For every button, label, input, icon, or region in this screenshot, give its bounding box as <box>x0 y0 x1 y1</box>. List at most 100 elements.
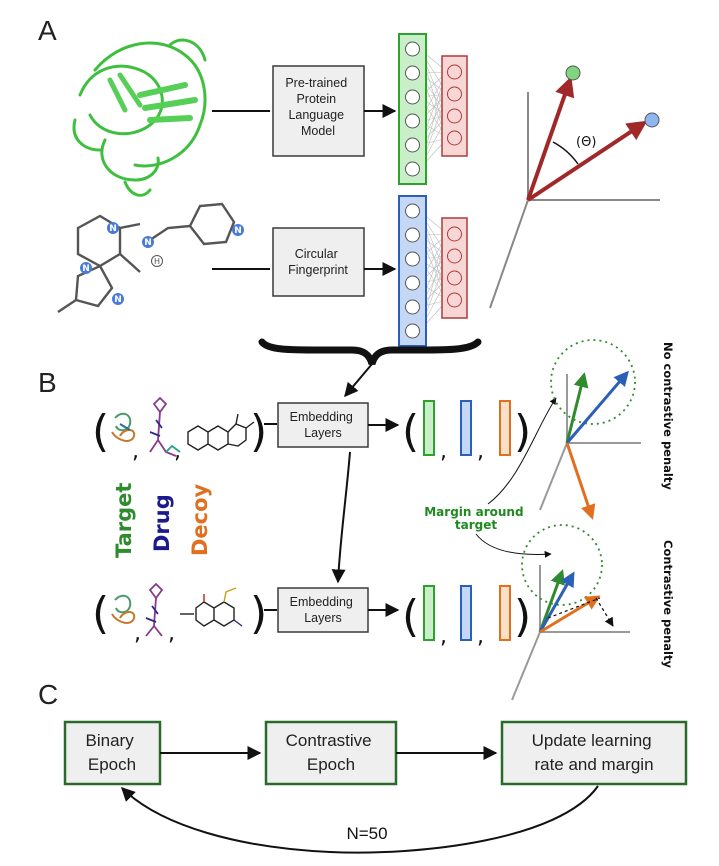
penalty-push-arrow <box>595 597 614 627</box>
angle-arc <box>552 141 579 165</box>
triplet-top-open-paren: ( <box>92 406 109 457</box>
target-embedding-top <box>423 400 435 456</box>
embedding-layers-box-bottom <box>277 587 369 633</box>
protein-vector <box>526 76 575 201</box>
triplet-top-comma-2: , <box>174 439 181 464</box>
triplet-bottom-comma-1: , <box>134 621 141 646</box>
drug-net-input-node <box>405 299 420 315</box>
protein-net-input-node <box>405 161 420 177</box>
panel-b-label: B <box>38 367 57 398</box>
arrow-to-embedding-bottom <box>331 451 351 584</box>
drug-net-hidden-node <box>447 270 462 286</box>
protein-net-input-layer <box>398 33 427 185</box>
triplet-bottom-close-paren: ) <box>250 588 267 639</box>
loop-arrow <box>121 785 599 854</box>
drug-net-input-node <box>405 323 420 339</box>
protein-net-hidden-node <box>447 86 462 102</box>
protein-net-input-node <box>405 113 420 129</box>
merge-brace <box>258 338 482 366</box>
drug-point <box>644 112 660 128</box>
panel-c-label: C <box>38 679 58 710</box>
triplet-bottom-drug-image <box>145 582 164 637</box>
protein-language-model-box <box>272 65 365 157</box>
protein-structure-image <box>72 38 207 197</box>
triplet-top-close-paren: ) <box>250 406 267 457</box>
margin-pointer-bottom <box>475 533 552 558</box>
circular-fingerprint-box <box>272 227 365 297</box>
angle-symbol: (Θ) <box>576 135 596 150</box>
triplet-bottom-target-image <box>111 594 136 624</box>
embeddings-top-comma-1: , <box>440 439 447 464</box>
drug-net-hidden-node <box>447 292 462 308</box>
no-contrastive-penalty-title: No contrastive penalty <box>661 342 675 490</box>
loop-label-bg <box>332 822 402 844</box>
protein-net-hidden-node <box>447 64 462 80</box>
protein-point <box>565 65 581 81</box>
svg-text:N: N <box>144 238 152 248</box>
triplet-top-drug-image <box>149 396 181 457</box>
margin-label: Margin around target <box>424 505 528 532</box>
embeddings-bottom-close-paren: ) <box>514 591 531 642</box>
embedding-layers-label-top: Embedding Layers <box>290 410 357 440</box>
penalty-drug-vector <box>538 571 575 633</box>
no-penalty-target-vector <box>565 372 589 444</box>
triplet-top-decoy-image <box>187 413 255 451</box>
no-penalty-drug-vector <box>565 370 629 444</box>
drug-net-input-node <box>405 227 420 243</box>
drug-net-input-node <box>405 203 420 219</box>
legend-target: Target <box>112 483 136 558</box>
embeddings-top-comma-2: , <box>477 439 484 464</box>
protein-net-input-node <box>405 41 420 57</box>
arrow-to-embedding-top <box>344 363 373 398</box>
embeddings-top-close-paren: ) <box>514 406 531 457</box>
triplet-top-comma-1: , <box>132 439 139 464</box>
margin-pointer-top <box>487 397 557 505</box>
contrastive-epoch-box <box>264 720 398 786</box>
decoy-embedding-bottom <box>499 585 511 641</box>
embedding-layers-box-top <box>277 402 369 448</box>
triplet-top-target-image <box>111 412 136 442</box>
svg-text:H: H <box>154 257 160 266</box>
embeddings-bottom-comma-2: , <box>477 624 484 649</box>
drug-net-input-layer <box>398 195 427 347</box>
legend-drug: Drug <box>150 494 174 552</box>
drug-embedding-top <box>460 400 472 456</box>
drug-net-input-node <box>405 275 420 291</box>
drug-net-input-node <box>405 251 420 267</box>
drug-vector <box>526 120 648 202</box>
penalty-target-vector <box>538 569 565 633</box>
embeddings-bottom-comma-1: , <box>440 624 447 649</box>
protein-net-input-node <box>405 89 420 105</box>
protein-net-hidden-node <box>447 108 462 124</box>
panel-a-label: A <box>38 15 57 46</box>
embeddings-bottom-open-paren: ( <box>402 591 419 642</box>
protein-net-input-node <box>405 137 420 153</box>
no-penalty-decoy-vector <box>565 442 596 520</box>
no-penalty-axes <box>539 374 641 511</box>
embedding-space-axes <box>489 92 660 309</box>
drug-atoms: N N N N N H <box>80 222 244 305</box>
contrastive-penalty-title: Contrastive penalty <box>661 540 675 668</box>
svg-text:N: N <box>109 224 117 234</box>
decoy-embedding-top <box>499 400 511 456</box>
svg-text:N: N <box>114 295 122 305</box>
svg-text:N: N <box>234 226 242 236</box>
triplet-bottom-open-paren: ( <box>92 588 109 639</box>
binary-epoch-label: Binary Epoch <box>86 731 139 774</box>
drug-embedding-bottom <box>460 585 472 641</box>
drug-net-hidden-node <box>447 226 462 242</box>
no-penalty-margin-circle <box>550 339 636 425</box>
protein-net-input-node <box>405 65 420 81</box>
embedding-layers-label-bottom: Embedding Layers <box>290 595 357 625</box>
neural-networks <box>398 33 468 347</box>
loop-count-label: N=50 <box>346 824 387 843</box>
circular-fingerprint-label: Circular Fingerprint <box>288 247 348 277</box>
penalty-margin-circle <box>521 524 603 606</box>
legend-decoy: Decoy <box>188 483 212 556</box>
protein-language-model-label: Pre-trained Protein Language Model <box>285 76 350 138</box>
drug-net-hidden-node <box>447 248 462 264</box>
contrastive-epoch-label: Contrastive Epoch <box>286 731 377 774</box>
update-learning-rate-box <box>500 720 688 786</box>
target-embedding-bottom <box>423 585 435 641</box>
triplet-bottom-comma-2: , <box>168 621 175 646</box>
